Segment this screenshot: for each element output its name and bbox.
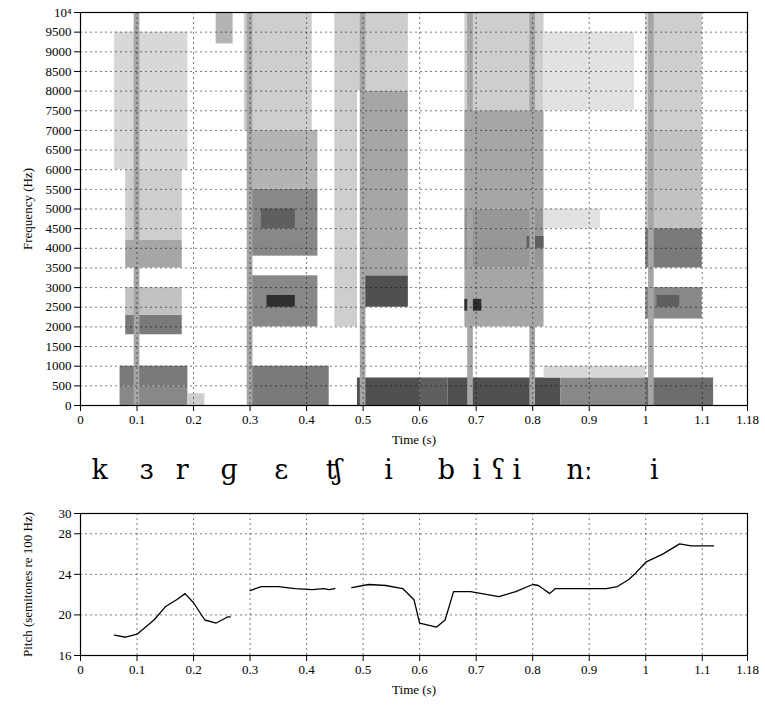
svg-text:Time (s): Time (s) [392,682,436,697]
html-text:i ʕ i: i ʕ i [472,454,522,485]
svg-text:4000: 4000 [46,240,72,255]
svg-text:6500: 6500 [46,142,72,157]
svg-text:20: 20 [59,607,72,622]
svg-text:1000: 1000 [46,358,72,373]
svg-text:0: 0 [65,398,72,413]
svg-text:1500: 1500 [46,339,72,354]
html-text:i: i [384,454,393,485]
svg-text:1: 1 [643,412,650,427]
html-text:i: i [650,454,659,485]
svg-text:3000: 3000 [46,280,72,295]
html-text:b: b [437,454,455,485]
svg-text:0.1: 0.1 [129,412,145,427]
svg-text:16: 16 [59,648,73,663]
svg-text:0.5: 0.5 [355,662,371,677]
html-text:ɡ: ɡ [220,454,238,485]
svg-text:Pitch (semitones re 100 Hz): Pitch (semitones re 100 Hz) [20,512,35,657]
svg-text:1.18: 1.18 [736,412,759,427]
html-text:ʧ: ʧ [325,454,342,485]
svg-text:4500: 4500 [46,221,72,236]
svg-text:1.1: 1.1 [694,412,710,427]
svg-text:0: 0 [77,412,84,427]
html-text:ɜ: ɜ [139,454,154,485]
svg-text:3500: 3500 [46,260,72,275]
svg-text:0.2: 0.2 [185,662,201,677]
svg-text:500: 500 [52,378,72,393]
svg-text:0.4: 0.4 [298,412,315,427]
svg-text:5000: 5000 [46,201,72,216]
svg-text:28: 28 [59,526,72,541]
svg-text:1: 1 [643,662,650,677]
svg-text:0.1: 0.1 [129,662,145,677]
svg-text:0.3: 0.3 [242,412,258,427]
svg-text:9000: 9000 [46,44,72,59]
svg-text:0.7: 0.7 [468,412,485,427]
svg-text:7500: 7500 [46,103,72,118]
svg-text:9500: 9500 [46,24,72,39]
html-text:r: r [175,454,189,485]
svg-text:0.7: 0.7 [468,662,485,677]
svg-text:Frequency (Hz): Frequency (Hz) [20,168,35,250]
svg-text:0.9: 0.9 [581,412,597,427]
svg-text:1.18: 1.18 [736,662,759,677]
svg-text:Time (s): Time (s) [392,432,436,447]
svg-text:0.8: 0.8 [525,412,541,427]
html-text:k: k [91,454,108,485]
svg-text:1.1: 1.1 [694,662,710,677]
svg-text:0.3: 0.3 [242,662,258,677]
svg-text:5500: 5500 [46,182,72,197]
svg-text:0.2: 0.2 [185,412,201,427]
html-text:nː: nː [566,454,593,485]
svg-text:10⁴: 10⁴ [54,5,72,20]
html-text:ɛ: ɛ [274,454,289,485]
svg-text:0.5: 0.5 [355,412,371,427]
svg-text:0.8: 0.8 [525,662,541,677]
svg-text:0.6: 0.6 [412,412,429,427]
svg-text:0.6: 0.6 [412,662,429,677]
svg-text:2500: 2500 [46,299,72,314]
svg-text:6000: 6000 [46,162,72,177]
svg-text:7000: 7000 [46,123,72,138]
svg-text:0.9: 0.9 [581,662,597,677]
svg-text:0: 0 [77,662,84,677]
svg-text:24: 24 [59,567,73,582]
svg-text:8000: 8000 [46,83,72,98]
svg-text:0.4: 0.4 [298,662,315,677]
svg-text:8500: 8500 [46,64,72,79]
svg-text:30: 30 [59,506,72,521]
svg-text:2000: 2000 [46,319,72,334]
